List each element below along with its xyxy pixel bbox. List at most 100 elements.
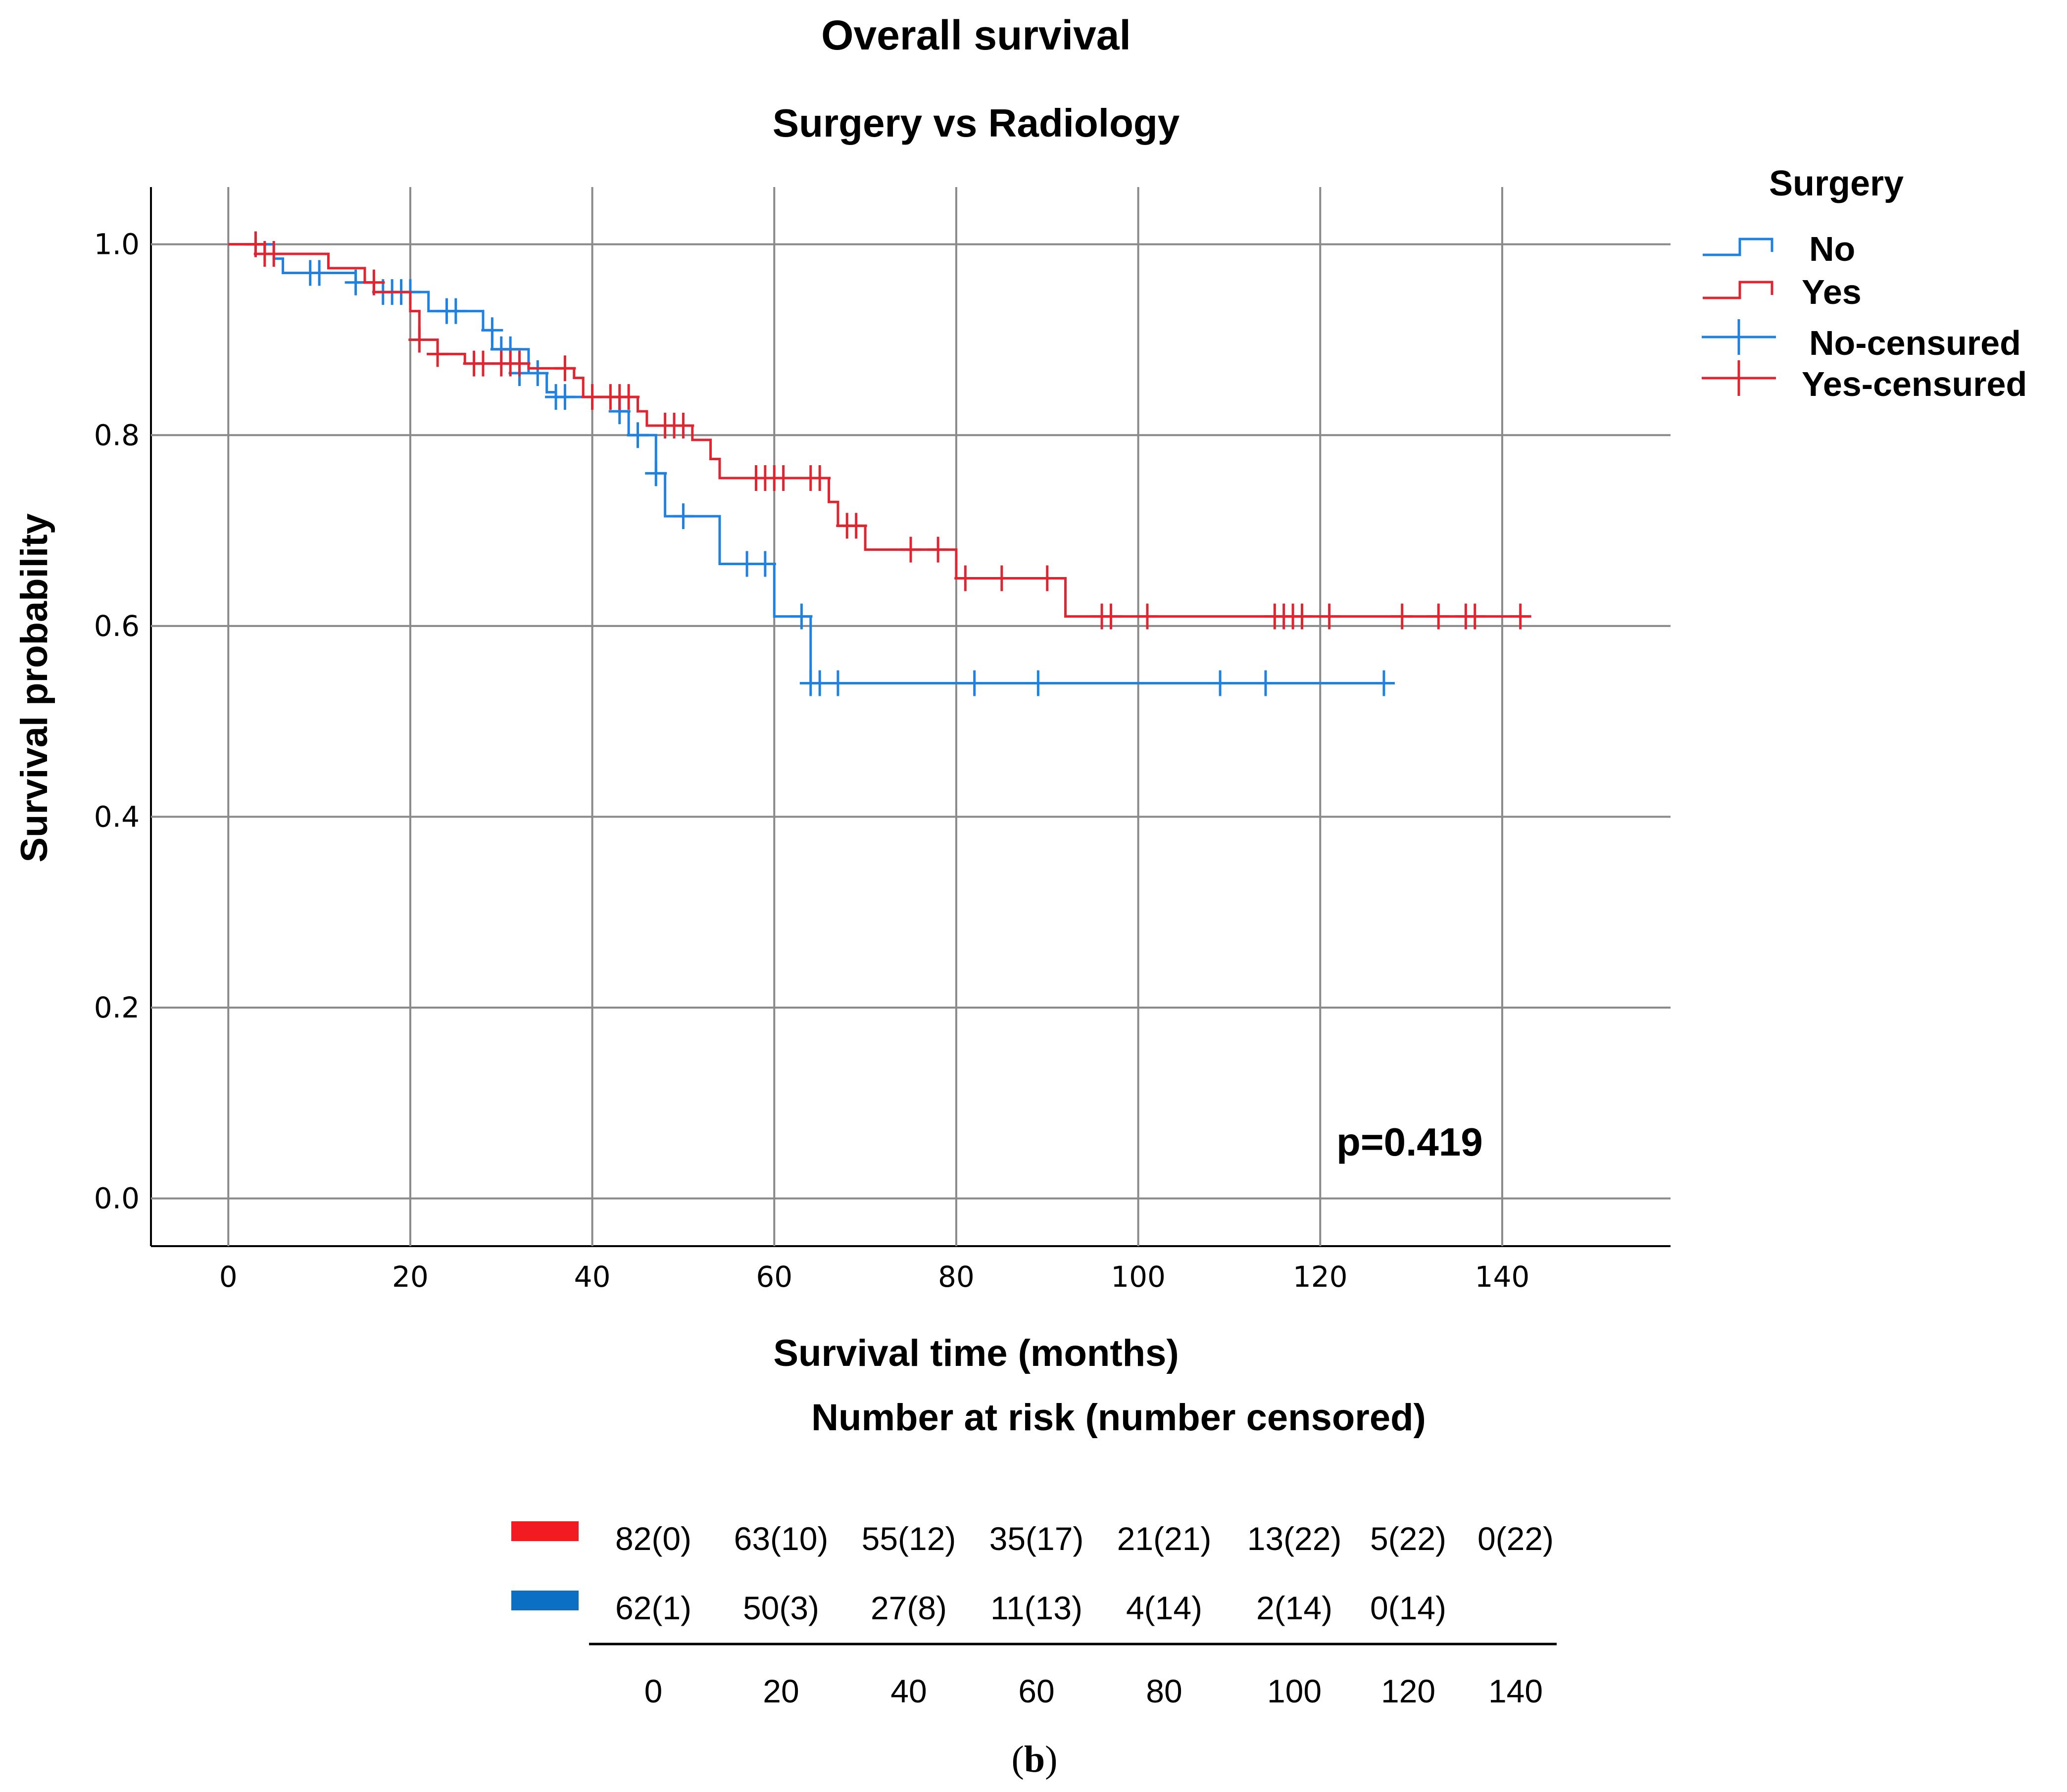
caption-open-paren: ( — [1012, 1739, 1024, 1780]
censor-mark-no — [1373, 670, 1395, 696]
risk-cell: 13(22) — [1247, 1520, 1342, 1557]
risk-cell: 27(8) — [871, 1590, 947, 1626]
risk-cell: 63(10) — [734, 1520, 829, 1557]
censor-mark-yes — [1464, 603, 1486, 630]
censor-mark-no — [344, 269, 367, 295]
censor-mark-yes — [263, 241, 285, 267]
risk-cell: 55(12) — [862, 1520, 956, 1557]
censor-mark-yes — [845, 513, 867, 539]
legend-item-yes: Yes — [1703, 273, 1862, 311]
censor-mark-no — [481, 317, 503, 343]
legend-label-no: No — [1809, 230, 1855, 268]
censor-mark-no — [754, 551, 776, 577]
censor-mark-yes — [581, 384, 603, 410]
legend-item-no-censured: No-censured — [1702, 319, 2021, 362]
x-tick-label-140: 140 — [1475, 1260, 1530, 1294]
risk-cell: 82(0) — [615, 1520, 691, 1557]
censor-mark-no — [809, 670, 831, 696]
censor-mark-yes — [900, 536, 922, 563]
risk-row-no: 62(1) 50(3) 27(8) 11(13) 4(14) 2(14) 0(14) — [511, 1590, 1446, 1626]
y-tick-label-1.0: 1.0 — [94, 228, 140, 261]
censor-mark-yes — [427, 341, 449, 367]
censor-mark-no — [645, 460, 667, 486]
risk-time-label-20: 20 — [763, 1673, 799, 1709]
x-tick-label-60: 60 — [756, 1260, 792, 1294]
x-tick-label-20: 20 — [392, 1260, 429, 1294]
risk-time-label-60: 60 — [1018, 1673, 1054, 1709]
censor-mark-yes — [1136, 603, 1158, 630]
censor-mark-yes — [954, 565, 977, 591]
legend-title: Surgery — [1769, 164, 1904, 203]
x-tick-label-100: 100 — [1111, 1260, 1166, 1294]
plot-frame — [150, 187, 1671, 1247]
x-tick-label-40: 40 — [574, 1260, 611, 1294]
figure-caption: (b) — [1012, 1739, 1058, 1780]
risk-swatch-yes — [511, 1521, 579, 1541]
legend-swatch-no — [1703, 238, 1773, 256]
legend-label-no-censured: No-censured — [1809, 324, 2021, 362]
survival-curve-yes — [228, 243, 1530, 618]
y-tick-label-0.2: 0.2 — [94, 991, 140, 1024]
x-axis-ticks: 0 20 40 60 80 100 120 140 — [219, 1260, 1529, 1294]
censor-mark-no — [627, 422, 649, 448]
censor-mark-no — [1254, 670, 1277, 696]
censor-mark-yes — [1318, 603, 1340, 630]
censor-mark-no — [672, 503, 694, 530]
censor-mark-yes — [1036, 565, 1058, 591]
legend-item-no: No — [1703, 230, 1855, 268]
censor-mark-yes — [618, 384, 640, 410]
censor-mark-yes — [1391, 603, 1413, 630]
risk-time-label-40: 40 — [890, 1673, 927, 1709]
censor-mark-yes — [1509, 603, 1531, 630]
risk-table-title: Number at risk (number censored) — [811, 1397, 1426, 1439]
censor-mark-no — [1209, 670, 1231, 696]
risk-time-label-80: 80 — [1146, 1673, 1182, 1709]
risk-cell: 62(1) — [615, 1590, 691, 1626]
risk-cell: 0(22) — [1477, 1520, 1554, 1557]
legend-item-yes-censured: Yes-censured — [1702, 360, 2027, 403]
censor-mark-yes — [508, 350, 531, 377]
censor-mark-yes — [672, 412, 694, 438]
risk-time-label-120: 120 — [1381, 1673, 1435, 1709]
caption-close-paren: ) — [1045, 1739, 1057, 1780]
x-tick-label-80: 80 — [938, 1260, 975, 1294]
y-axis-label: Survival probability — [13, 513, 55, 862]
risk-table: 82(0) 63(10) 55(12) 35(17) 21(21) 13(22) 5(22)… — [511, 1520, 1557, 1709]
risk-time-label-0: 0 — [644, 1673, 663, 1709]
y-tick-label-0.0: 0.0 — [94, 1182, 140, 1215]
legend-swatch-yes-censured — [1702, 360, 1776, 396]
legend-swatch-no-censured — [1702, 319, 1776, 355]
censor-mark-yes — [408, 327, 431, 353]
censor-mark-no — [444, 298, 467, 324]
censor-mark-no — [736, 551, 758, 577]
chart-subtitle: Surgery vs Radiology — [773, 101, 1180, 145]
risk-swatch-no — [511, 1591, 579, 1610]
risk-cell: 50(3) — [743, 1590, 819, 1626]
risk-cell: 0(14) — [1370, 1590, 1446, 1626]
grid — [151, 187, 1671, 1246]
censor-mark-yes — [363, 269, 385, 295]
legend-swatch-yes — [1703, 281, 1773, 299]
censor-mark-no — [527, 360, 549, 386]
risk-row-yes: 82(0) 63(10) 55(12) 35(17) 21(21) 13(22) 5(22)… — [511, 1520, 1554, 1557]
censor-mark-yes — [1291, 603, 1313, 630]
censor-mark-yes — [1427, 603, 1450, 630]
censor-mark-yes — [990, 565, 1013, 591]
risk-cell: 4(14) — [1126, 1590, 1202, 1626]
risk-cell: 35(17) — [989, 1520, 1084, 1557]
censor-mark-yes — [554, 355, 576, 382]
p-value-annotation: p=0.419 — [1336, 1120, 1483, 1164]
chart-title: Overall survival — [821, 12, 1131, 58]
risk-time-label-100: 100 — [1267, 1673, 1322, 1709]
censor-mark-yes — [472, 350, 494, 377]
risk-time-label-140: 140 — [1488, 1673, 1543, 1709]
censor-mark-no — [790, 603, 813, 630]
censor-mark-no — [554, 384, 576, 410]
censor-mark-yes — [1100, 603, 1122, 630]
y-tick-label-0.8: 0.8 — [94, 418, 140, 452]
legend-label-yes-censured: Yes-censured — [1802, 365, 2027, 403]
censor-mark-no — [308, 260, 331, 286]
x-axis-label: Survival time (months) — [773, 1332, 1179, 1374]
